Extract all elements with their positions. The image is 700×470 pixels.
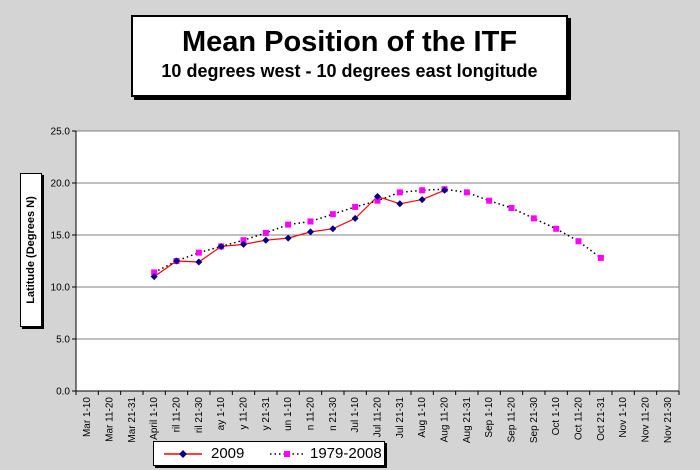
data-point [396,200,404,208]
x-tick-label: Aug 1-10 [417,397,428,438]
data-point [441,186,448,194]
data-point [262,229,269,236]
y-tick-label: 15.0 [51,231,71,242]
legend-label-1979-2008: 1979-2008 [310,445,382,462]
x-tick-label: April 1-10 [149,397,160,440]
x-tick-label: Jul 21-31 [395,397,406,439]
axes [72,130,680,395]
title-box: Mean Position of the ITF 10 degrees west… [131,15,568,97]
data-point [597,254,604,261]
y-tick-labels: 0.0 5.0 10.0 15.0 20.0 25.0 [51,127,71,398]
data-point [195,249,202,256]
x-tick-label: Oct 21-31 [596,397,607,441]
x-tick-labels: Mar 1-10 Mar 11-20 Mar 21-31 April 1-10 ril … [82,397,674,444]
data-point [486,197,493,204]
data-point [329,211,336,218]
data-point [418,196,426,204]
legend-swatch-1979-2008 [270,451,304,457]
data-point [150,273,158,281]
data-point [553,225,560,232]
data-point [240,240,247,248]
series-line-2009 [153,189,445,278]
chart-subtitle: 10 degrees west - 10 degrees east longit… [161,61,538,81]
x-tick-label: y 21-31 [261,397,272,431]
y-tick-label: 25.0 [51,127,71,138]
data-point [530,215,537,222]
x-tick-label: Nov 1-10 [618,397,629,438]
x-tick-label: Nov 11-20 [641,397,652,443]
x-tick-label: un 1-10 [283,397,294,431]
data-point [575,238,582,245]
x-tick-label: ril 11-20 [172,397,183,433]
x-tick-label: Mar 21-31 [127,397,138,443]
x-tick-label: Sep 11-20 [507,397,518,443]
data-point [285,221,292,228]
data-point [151,269,158,276]
x-tick-label: Jul 1-10 [350,397,361,433]
y-tick-label: 0.0 [56,387,70,398]
data-point [173,257,180,265]
data-point [508,204,515,211]
x-tick-label: y 11-20 [239,397,250,430]
data-point [352,203,359,210]
data-point [240,237,247,244]
x-tick-label: Aug 21-31 [462,397,473,444]
x-tick-label: ril 21-30 [194,397,205,434]
data-point [195,258,203,266]
x-tick-label: Oct 1-10 [551,397,562,436]
plot-area [75,130,680,392]
data-point [374,193,381,201]
data-point [307,228,314,236]
x-tick-label: Mar 11-20 [105,397,116,442]
x-tick-label: Mar 1-10 [82,397,93,437]
y-tick-label: 10.0 [51,283,71,294]
x-tick-label: Sep 21-30 [529,397,540,444]
x-tick-label: Oct 11-20 [574,397,585,441]
y-tick-label: 5.0 [56,335,70,346]
x-tick-label: Sep 1-10 [484,397,495,438]
y-axis-label: Latitude (Degrees N) [25,196,37,304]
data-point [284,234,292,242]
data-point [463,189,470,196]
data-point [262,236,270,244]
legend-swatch-2009 [164,450,202,458]
y-axis-label-box: Latitude (Degrees N) [20,173,42,327]
legend: 2009 1979-2008 [153,441,385,466]
data-point [307,218,314,225]
data-point [374,197,381,204]
series [150,186,604,281]
data-point [419,187,426,194]
data-point [329,225,337,233]
x-tick-label: n 21-30 [328,397,339,431]
x-tick-label: n 11-20 [306,397,317,431]
x-tick-label: Aug 11-20 [440,397,451,443]
x-tick-label: ay 1-10 [216,397,227,431]
data-point [396,189,403,196]
gridlines [76,182,679,340]
chart-title: Mean Position of the ITF [181,26,518,58]
legend-label-2009: 2009 [211,445,245,462]
x-tick-label: Jul 11-20 [373,397,384,438]
data-point [351,214,359,222]
data-point [217,242,225,250]
x-tick-label: Nov 21-30 [663,397,674,444]
y-tick-label: 20.0 [51,179,71,190]
